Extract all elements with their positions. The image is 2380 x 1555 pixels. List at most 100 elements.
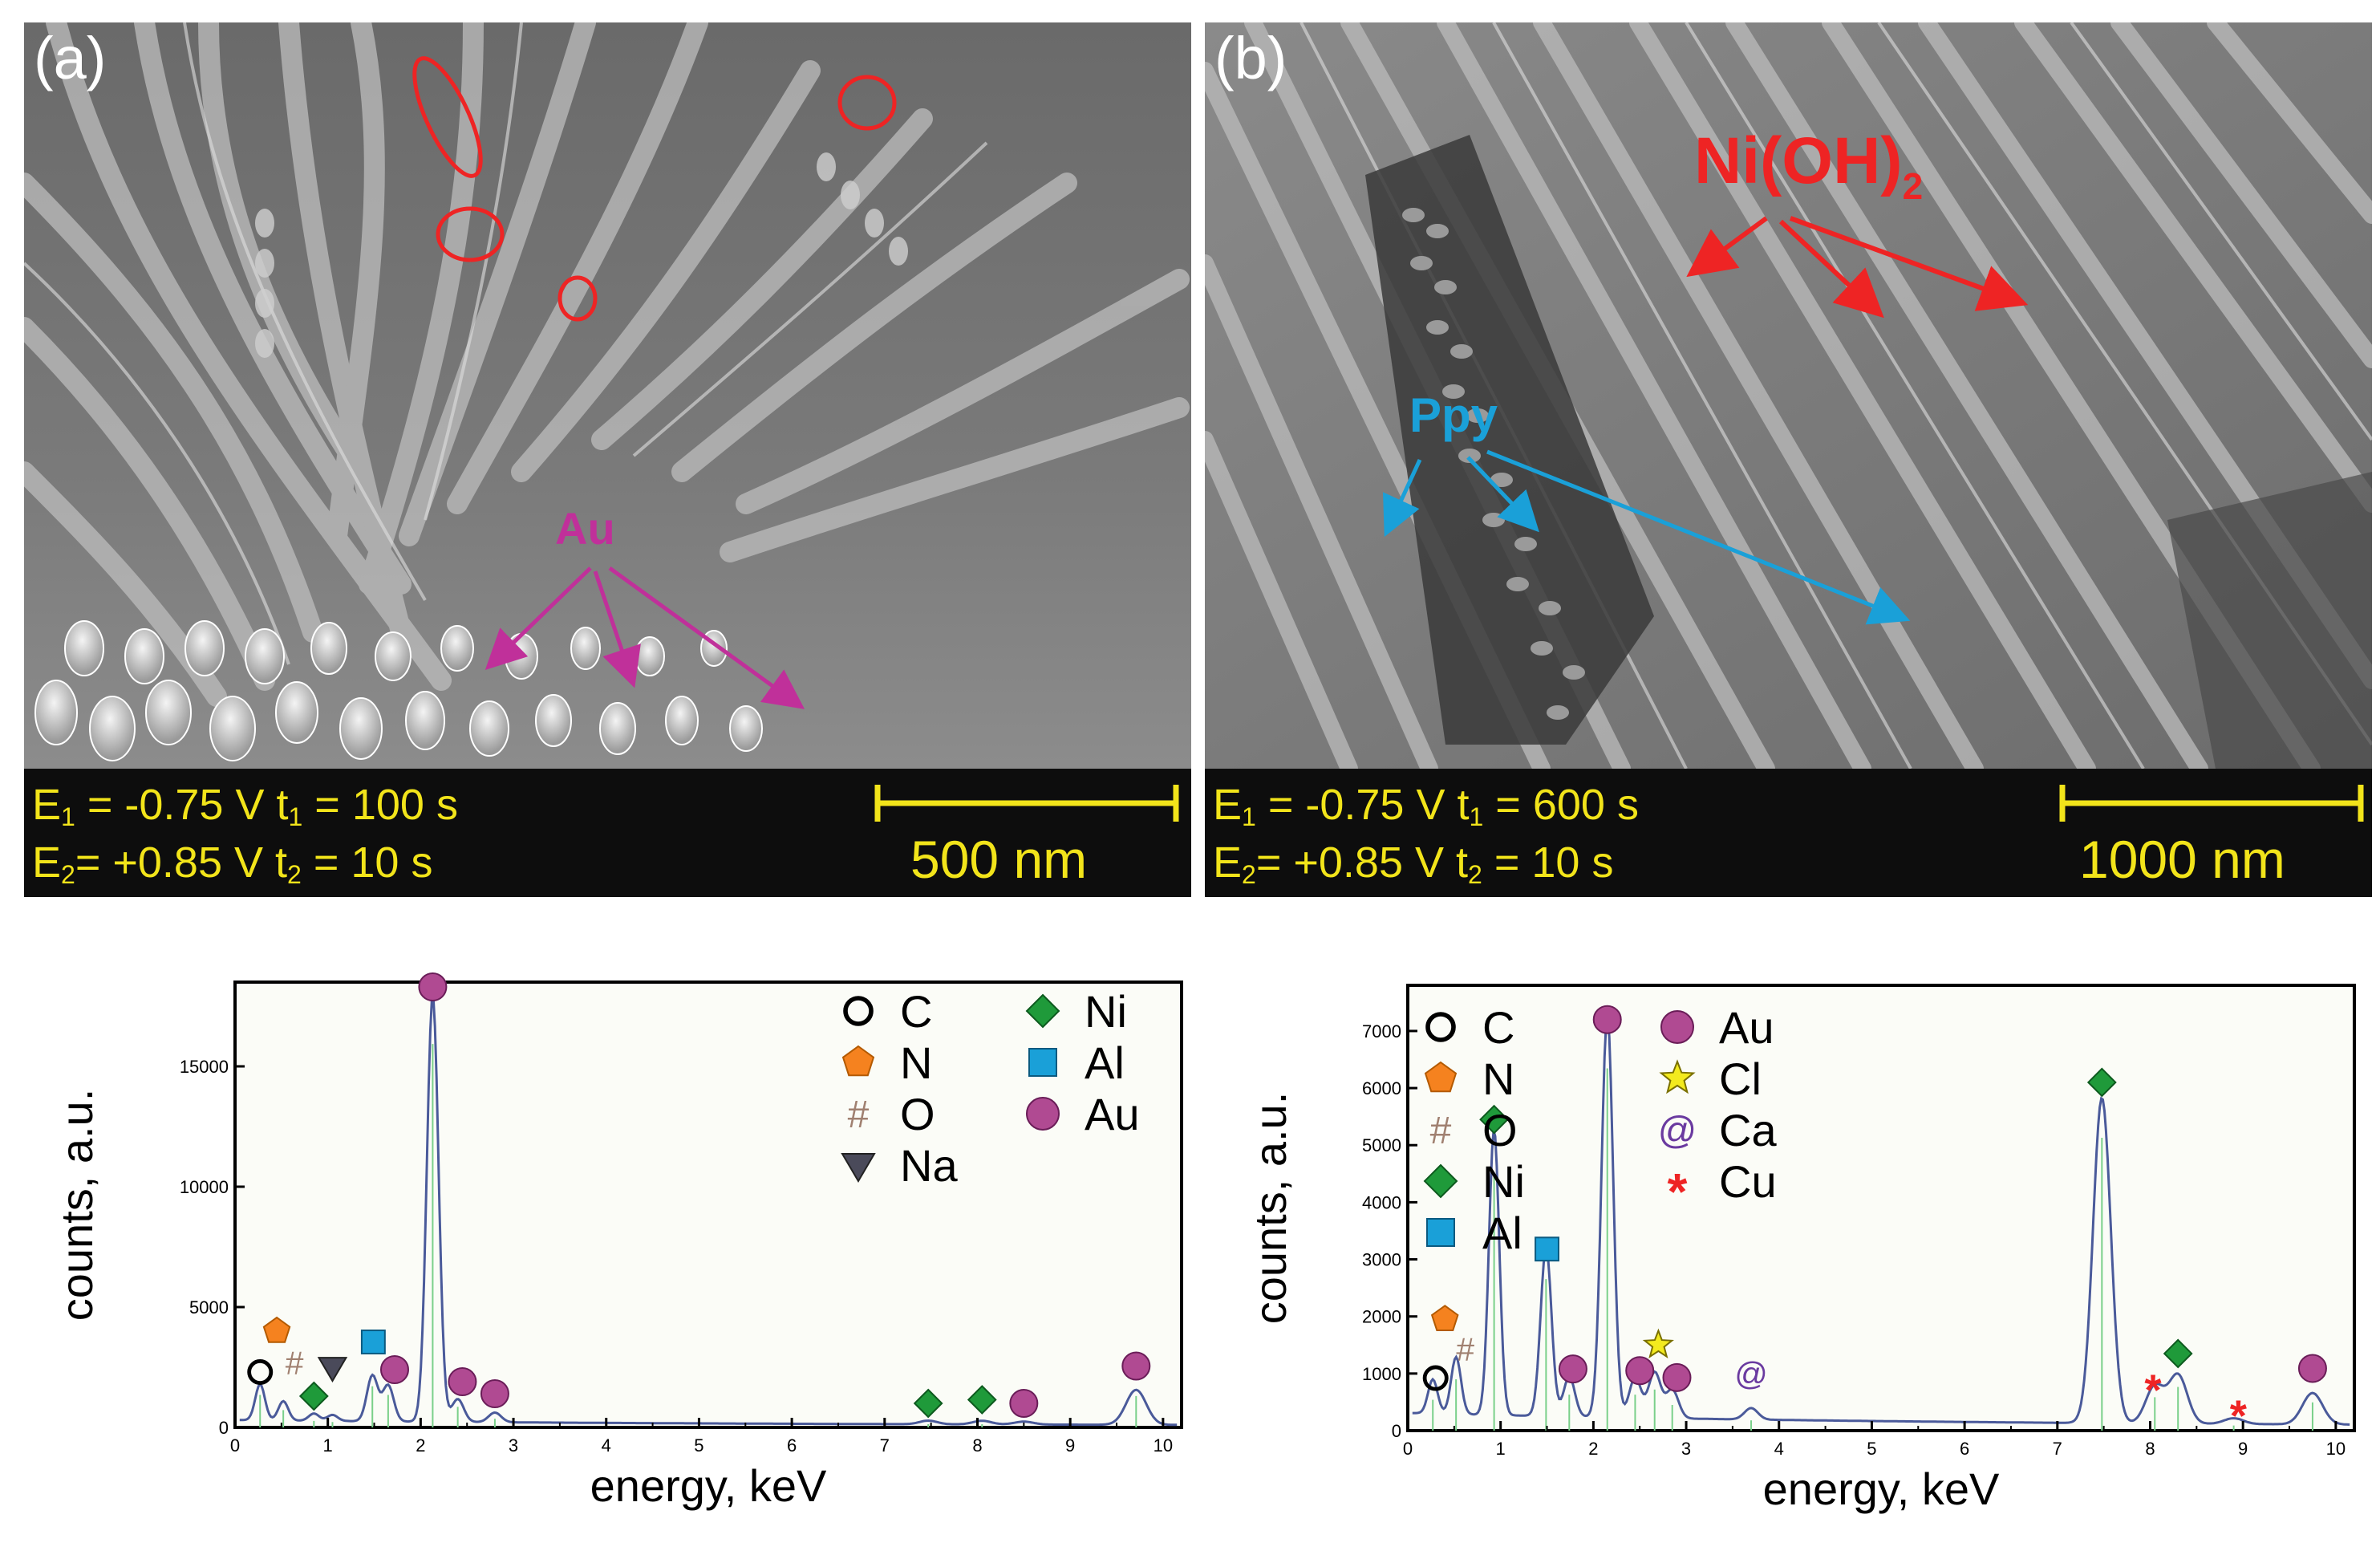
au-label: Au xyxy=(555,503,615,554)
highlight-circles xyxy=(412,56,897,322)
legend-label-c: C xyxy=(900,986,932,1037)
x-tick-label: 3 xyxy=(1681,1439,1691,1459)
plot-frame xyxy=(233,981,1183,1429)
marker-au xyxy=(1625,1356,1655,1386)
legend-label-cu: Cu xyxy=(1719,1156,1777,1207)
marker-cu: * xyxy=(2230,1391,2248,1440)
y-tick-label: 5000 xyxy=(189,1297,229,1317)
scale-bar-b xyxy=(2059,785,2364,822)
nioh-label: Ni(OH)2 xyxy=(1694,124,1923,207)
y-tick-label: 6000 xyxy=(1362,1078,1401,1098)
x-tick-label: 9 xyxy=(1065,1435,1075,1456)
x-tick-label: 10 xyxy=(2326,1439,2346,1459)
x-tick-label: 0 xyxy=(1403,1439,1413,1459)
legend-label-cl: Cl xyxy=(1719,1054,1762,1104)
marker-au xyxy=(1558,1354,1587,1384)
x-tick-label: 1 xyxy=(323,1435,333,1456)
marker-au xyxy=(1592,1005,1622,1034)
legend-symbol-cl xyxy=(1659,1059,1696,1094)
marker-ni xyxy=(2086,1067,2117,1098)
condition-line-1-b: E1 = -0.75 V t1 = 600 s xyxy=(1213,781,1639,831)
y-tick-label: 15000 xyxy=(180,1057,229,1077)
legend-label-au: Au xyxy=(1719,1002,1774,1053)
peak-markers: # @ * * xyxy=(1422,1005,2327,1440)
x-tick-label: 10 xyxy=(1154,1435,1173,1456)
marker-o: # xyxy=(1456,1331,1474,1368)
ppy-label: Ppy xyxy=(1409,388,1498,442)
marker-ni xyxy=(913,1388,943,1419)
legend-label-au: Au xyxy=(1085,1089,1140,1139)
legend-symbol-ca: @ xyxy=(1658,1110,1697,1152)
sem-image-a: Au xyxy=(24,22,1191,769)
marker-au xyxy=(379,1355,409,1384)
marker-c xyxy=(1422,1365,1449,1391)
axis-ticks: 0 1 2 3 4 5 6 7 8 9 10 0 1000 2000 3000 4000 5000 6000 700… xyxy=(1362,1021,2346,1459)
marker-o: # xyxy=(286,1344,304,1381)
legend-symbol-al xyxy=(1028,1048,1057,1077)
axis-ticks: 0 1 2 3 4 5 6 7 8 9 10 0 5000 10000 15000 xyxy=(180,1057,1173,1456)
legend-symbol-au xyxy=(1660,1010,1694,1044)
marker-au xyxy=(1009,1389,1039,1418)
edx-chart-a: 0 1 2 3 4 5 6 7 8 9 10 0 5000 10000 15000 energy, keV co… xyxy=(51,972,1183,1511)
x-tick-label: 4 xyxy=(602,1435,611,1456)
sem-image-b: Ni(OH)2 Ppy xyxy=(1205,22,2372,769)
emission-lines xyxy=(1432,1068,2313,1431)
marker-al xyxy=(1535,1236,1559,1262)
marker-c xyxy=(247,1359,274,1385)
marker-ni xyxy=(298,1381,329,1411)
condition-line-2-b: E2= +0.85 V t2 = 10 s xyxy=(1213,838,1614,889)
x-tick-label: 7 xyxy=(2053,1439,2062,1459)
y-tick-label: 0 xyxy=(1392,1421,1401,1441)
legend-label-al: Al xyxy=(1482,1208,1522,1258)
scale-label-a: 500 nm xyxy=(910,830,1088,889)
marker-na xyxy=(317,1357,348,1382)
plot-frame xyxy=(1406,984,2356,1432)
x-axis-label: energy, keV xyxy=(1763,1464,2000,1514)
marker-au xyxy=(480,1379,509,1408)
marker-cl xyxy=(1642,1328,1674,1358)
y-axis-label: counts, a.u. xyxy=(1245,1092,1295,1325)
x-tick-label: 6 xyxy=(787,1435,797,1456)
marker-au xyxy=(448,1367,477,1396)
legend-symbol-al xyxy=(1426,1218,1455,1247)
x-tick-label: 2 xyxy=(1588,1439,1598,1459)
edx-chart-b: 0 1 2 3 4 5 6 7 8 9 10 0 1000 2000 3000 4000 5000 6000 700… xyxy=(1245,984,2356,1514)
x-tick-label: 5 xyxy=(694,1435,703,1456)
y-tick-label: 3000 xyxy=(1362,1250,1401,1270)
legend-symbol-c xyxy=(1425,1012,1456,1042)
legend-label-o: O xyxy=(1482,1105,1518,1155)
legend-label-na: Na xyxy=(900,1140,958,1191)
y-tick-label: 1000 xyxy=(1362,1364,1401,1384)
scale-bar-a xyxy=(874,785,1179,822)
caption-bar-a: E1 = -0.75 V t1 = 100 s E2= +0.85 V t2 =… xyxy=(24,769,1191,897)
marker-au xyxy=(418,972,448,1001)
legend-symbol-ni xyxy=(1025,993,1060,1029)
x-tick-label: 0 xyxy=(230,1435,240,1456)
marker-au xyxy=(1662,1362,1692,1392)
legend-symbol-na xyxy=(841,1153,876,1183)
legend-label-c: C xyxy=(1482,1002,1514,1053)
y-tick-label: 10000 xyxy=(180,1177,229,1197)
condition-line-1-a: E1 = -0.75 V t1 = 100 s xyxy=(32,781,458,831)
legend-label-ni: Ni xyxy=(1482,1156,1525,1207)
peak-markers: # xyxy=(247,972,1151,1419)
legend-label-ca: Ca xyxy=(1719,1105,1777,1155)
legend-symbol-c xyxy=(843,996,874,1026)
legend-label-o: O xyxy=(900,1089,935,1139)
condition-line-2-a: E2= +0.85 V t2 = 10 s xyxy=(32,838,433,889)
x-tick-label: 5 xyxy=(1867,1439,1876,1459)
x-tick-label: 1 xyxy=(1496,1439,1506,1459)
nioh-arrows xyxy=(1686,216,2029,319)
marker-n xyxy=(262,1316,291,1343)
legend-symbol-n xyxy=(1424,1061,1458,1093)
y-tick-label: 2000 xyxy=(1362,1307,1401,1327)
marker-ca: @ xyxy=(1734,1355,1767,1392)
y-tick-label: 0 xyxy=(219,1418,229,1438)
legend-symbol-au xyxy=(1026,1097,1060,1131)
sem-panel-b: Ni(OH)2 Ppy (b) E1 = -0.75 V t1 = 600 s … xyxy=(1205,22,2372,897)
x-axis-label: energy, keV xyxy=(590,1460,827,1511)
marker-al xyxy=(360,1330,386,1354)
x-tick-label: 8 xyxy=(2145,1439,2155,1459)
